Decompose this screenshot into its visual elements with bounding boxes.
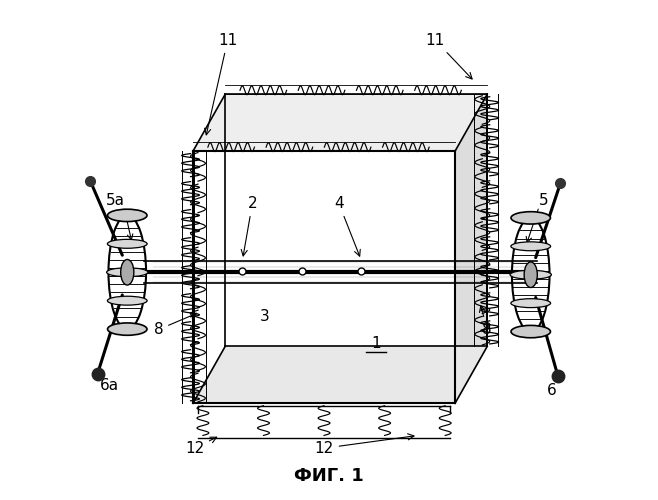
Text: 5a: 5a xyxy=(106,193,125,208)
Text: 11: 11 xyxy=(426,33,472,79)
Ellipse shape xyxy=(107,240,147,248)
Ellipse shape xyxy=(513,214,548,222)
Ellipse shape xyxy=(510,270,551,279)
Ellipse shape xyxy=(513,327,548,336)
Polygon shape xyxy=(193,94,487,151)
Text: 1: 1 xyxy=(371,336,381,351)
Text: 11: 11 xyxy=(205,33,238,135)
Text: 6: 6 xyxy=(547,384,557,398)
Text: 5: 5 xyxy=(539,193,548,208)
Ellipse shape xyxy=(524,262,538,287)
Ellipse shape xyxy=(107,296,147,305)
Ellipse shape xyxy=(110,324,145,334)
Text: 8: 8 xyxy=(480,306,492,337)
Ellipse shape xyxy=(511,212,551,224)
Text: 12: 12 xyxy=(185,437,216,456)
Text: 12: 12 xyxy=(315,434,414,456)
Text: 4: 4 xyxy=(334,196,361,256)
Ellipse shape xyxy=(107,268,148,276)
Text: ФИГ. 1: ФИГ. 1 xyxy=(294,467,364,485)
Text: 3: 3 xyxy=(260,309,270,324)
Ellipse shape xyxy=(511,298,551,308)
Text: 6a: 6a xyxy=(99,378,118,394)
Ellipse shape xyxy=(110,211,145,220)
Text: 8: 8 xyxy=(153,313,197,337)
Polygon shape xyxy=(455,94,487,404)
Ellipse shape xyxy=(511,242,551,250)
Text: 2: 2 xyxy=(241,196,257,256)
Ellipse shape xyxy=(107,209,147,222)
Polygon shape xyxy=(193,346,487,404)
Ellipse shape xyxy=(107,323,147,336)
Ellipse shape xyxy=(120,260,134,285)
Ellipse shape xyxy=(511,326,551,338)
